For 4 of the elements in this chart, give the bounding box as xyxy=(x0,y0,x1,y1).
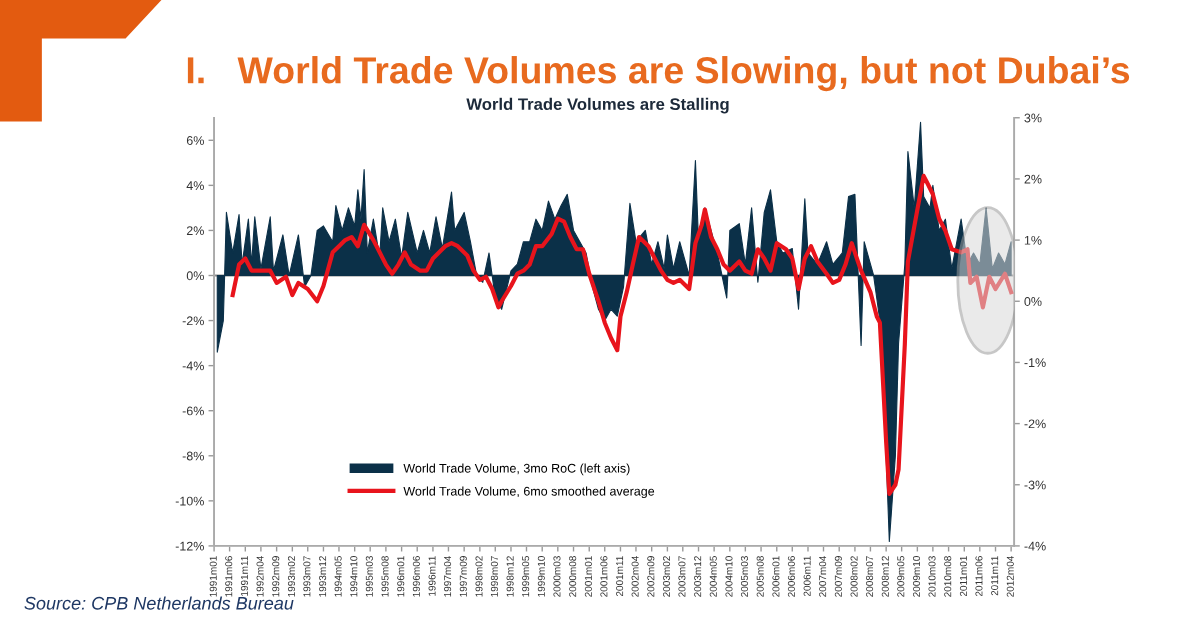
line-series xyxy=(230,173,1014,497)
chart-title: I. World Trade Volumes are Slowing, but not Dubai’s xyxy=(187,56,1130,92)
chart-subtitle: World Trade Volumes are Stalling xyxy=(466,97,729,114)
source-note: Source: CPB Netherlands Bureau xyxy=(24,596,294,610)
